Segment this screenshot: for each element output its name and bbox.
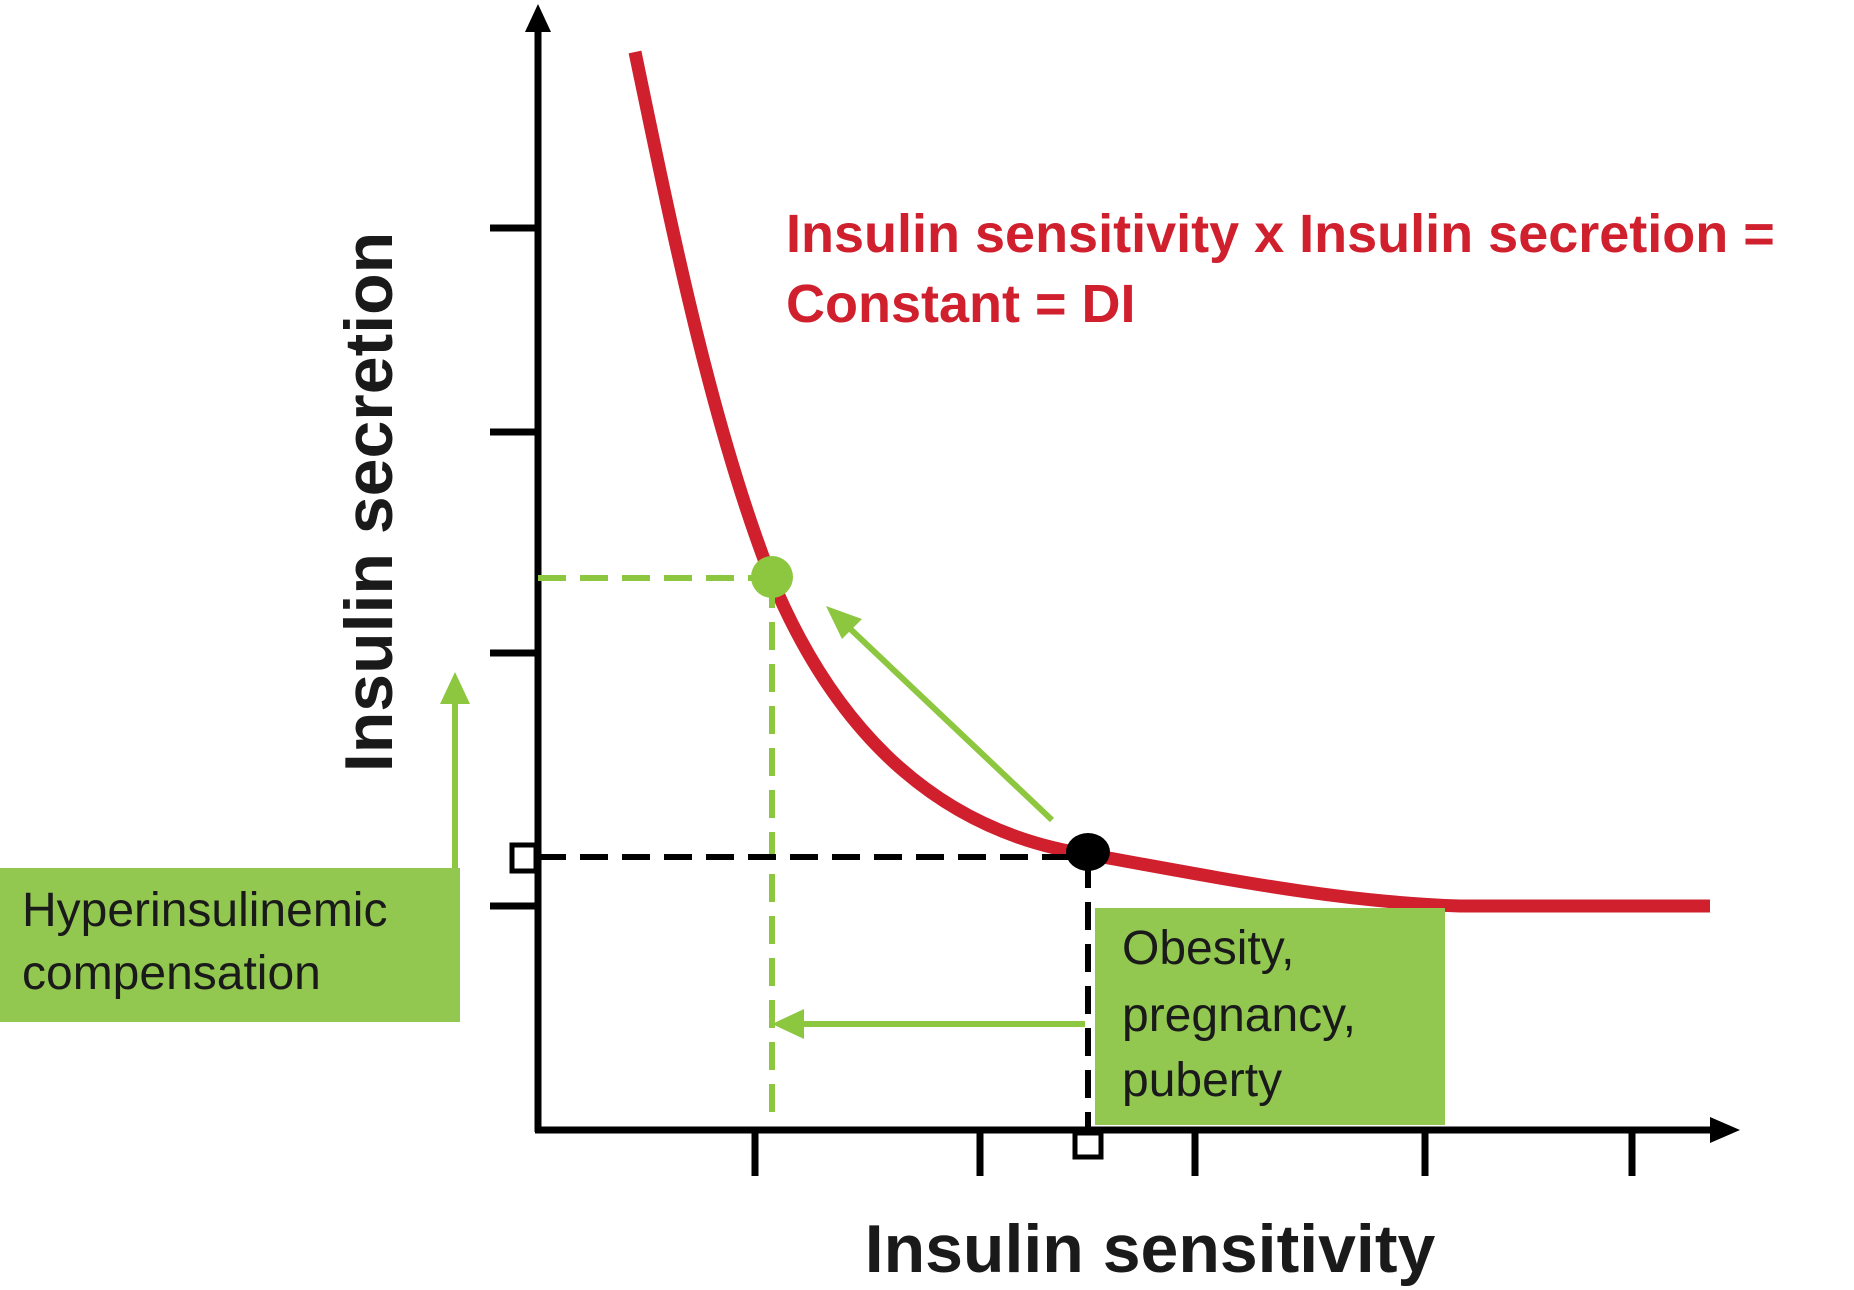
equation-line1: Insulin sensitivity x Insulin secretion …	[786, 204, 1775, 264]
compensation-label-line2: compensation	[22, 947, 321, 1000]
y-axis-marker-square	[509, 842, 539, 874]
conditions-label-line2: pregnancy,	[1122, 989, 1356, 1042]
conditions-box	[1095, 908, 1445, 1125]
y-axis-title: Insulin secretion	[331, 232, 407, 772]
baseline-point	[1066, 833, 1110, 871]
x-axis-marker-square	[1072, 1130, 1104, 1160]
y-axis	[490, 4, 551, 1132]
shift-diagonal-arrow	[840, 619, 1055, 823]
shift-diagonal-arrowhead	[826, 606, 862, 639]
compensated-point	[751, 556, 793, 598]
conditions-label-line1: Obesity,	[1122, 922, 1295, 975]
y-axis-arrowhead	[525, 4, 551, 32]
equation-line2: Constant = DI	[786, 274, 1136, 334]
compensation-label-line1: Hyperinsulinemic	[22, 884, 387, 937]
compensation-arrowhead	[440, 672, 470, 704]
x-axis-title: Insulin sensitivity	[865, 1211, 1436, 1287]
hyperbolic-curve	[628, 50, 1710, 913]
sensitivity-left-arrowhead	[772, 1009, 804, 1039]
compensation-box	[0, 868, 460, 1022]
x-axis	[535, 1117, 1740, 1176]
conditions-label-line3: puberty	[1122, 1054, 1282, 1107]
x-axis-arrowhead	[1710, 1117, 1740, 1143]
